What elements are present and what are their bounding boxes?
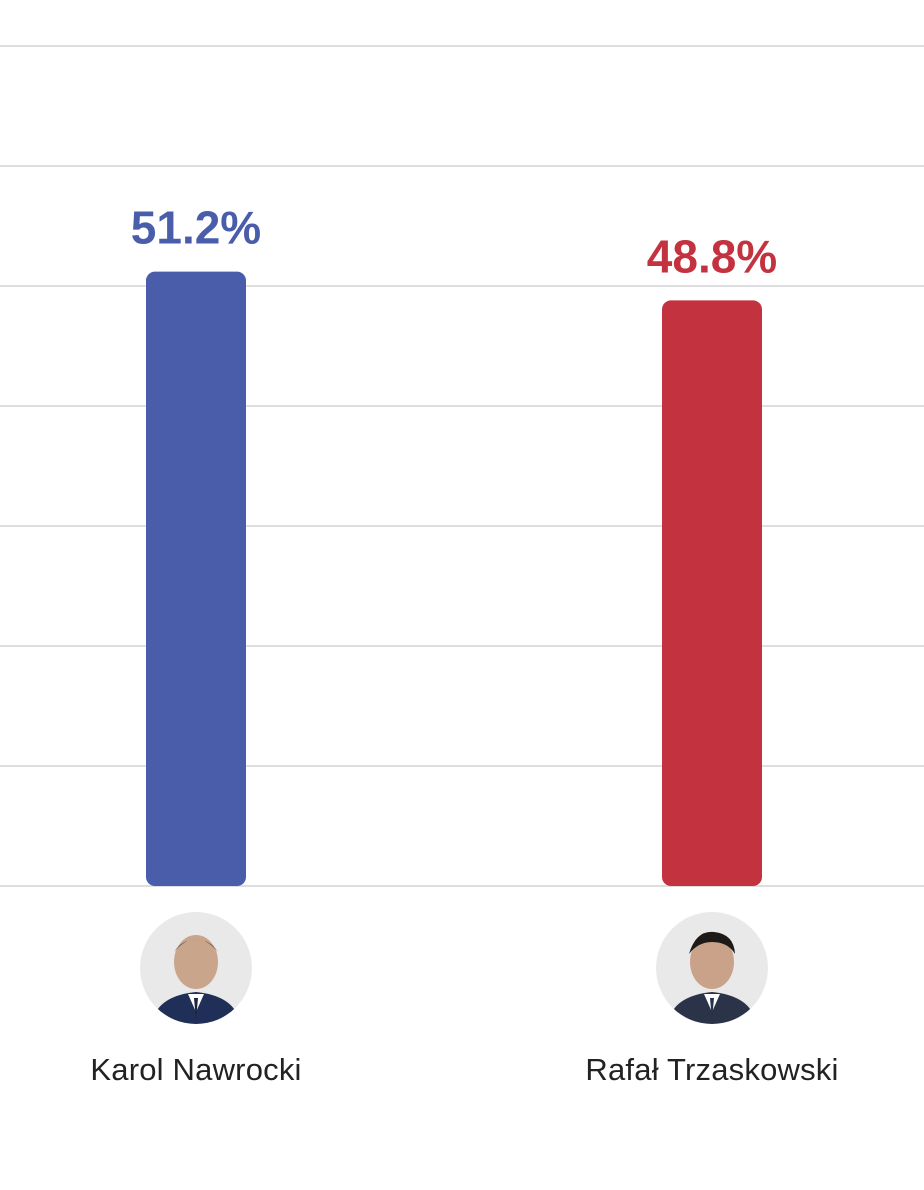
value-label: 48.8% (647, 230, 777, 282)
value-label: 51.2% (131, 202, 261, 254)
candidate-photo-icon (656, 912, 768, 1024)
candidate-name: Karol Nawrocki (90, 1052, 302, 1087)
chart-value-labels: 51.2% 48.8% (131, 202, 777, 283)
candidate-trzaskowski: Rafał Trzaskowski (552, 912, 872, 1088)
bar-trzaskowski (662, 300, 762, 886)
chart-bars (146, 271, 762, 887)
candidate-name: Rafał Trzaskowski (585, 1052, 839, 1087)
candidate-nawrocki: Karol Nawrocki (36, 912, 356, 1088)
bar-nawrocki (146, 271, 246, 887)
chart-grid (0, 45, 924, 887)
candidate-photo-icon (140, 912, 252, 1024)
